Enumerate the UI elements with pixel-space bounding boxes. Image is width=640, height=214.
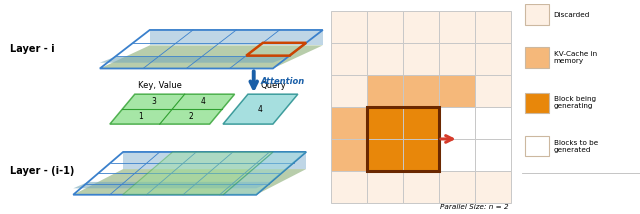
Bar <box>403 43 439 75</box>
Polygon shape <box>100 57 288 63</box>
Polygon shape <box>100 45 323 68</box>
Polygon shape <box>73 169 306 195</box>
Text: 4: 4 <box>258 105 263 114</box>
Text: Discarded: Discarded <box>554 12 590 18</box>
Text: Layer - i: Layer - i <box>10 44 54 54</box>
Bar <box>403 171 439 203</box>
Polygon shape <box>73 182 271 188</box>
Bar <box>331 107 367 139</box>
Bar <box>367 75 403 107</box>
Bar <box>475 171 511 203</box>
Bar <box>331 139 367 171</box>
Bar <box>367 107 403 139</box>
Bar <box>367 107 439 171</box>
Bar <box>525 4 549 25</box>
Bar <box>475 75 511 107</box>
Bar <box>367 171 403 203</box>
Text: Block being
generating: Block being generating <box>554 96 596 109</box>
Bar <box>475 11 511 43</box>
Text: Parallel Size: n = 2: Parallel Size: n = 2 <box>440 204 509 210</box>
Bar <box>367 139 403 171</box>
Bar <box>331 11 367 43</box>
Bar <box>403 11 439 43</box>
Bar <box>475 139 511 171</box>
Text: 4: 4 <box>201 97 206 106</box>
Polygon shape <box>123 152 306 169</box>
Polygon shape <box>150 30 323 45</box>
Text: 3: 3 <box>151 97 156 106</box>
Bar <box>331 75 367 107</box>
Text: Attention: Attention <box>260 77 305 86</box>
Text: 1: 1 <box>139 112 143 121</box>
Bar <box>331 171 367 203</box>
Bar <box>475 43 511 75</box>
Bar <box>331 43 367 75</box>
Text: Query: Query <box>260 81 286 90</box>
Polygon shape <box>223 94 298 124</box>
Text: Key, Value: Key, Value <box>138 81 182 90</box>
Bar <box>403 139 439 171</box>
Bar <box>525 48 549 68</box>
Polygon shape <box>110 94 235 124</box>
Bar <box>367 11 403 43</box>
Bar <box>525 136 549 156</box>
Text: Blocks to be
generated: Blocks to be generated <box>554 140 598 153</box>
Bar <box>367 43 403 75</box>
Bar <box>439 171 475 203</box>
Polygon shape <box>223 152 306 195</box>
Bar <box>403 75 439 107</box>
Text: 2: 2 <box>189 112 193 121</box>
Bar <box>439 43 475 75</box>
Bar <box>439 107 475 139</box>
Bar <box>475 107 511 139</box>
Bar <box>439 11 475 43</box>
Text: Layer - (i-1): Layer - (i-1) <box>10 166 74 176</box>
Bar <box>403 107 439 139</box>
Bar <box>439 75 475 107</box>
Text: KV-Cache in
memory: KV-Cache in memory <box>554 51 596 64</box>
Bar <box>525 93 549 113</box>
Polygon shape <box>123 152 273 195</box>
Bar <box>439 139 475 171</box>
